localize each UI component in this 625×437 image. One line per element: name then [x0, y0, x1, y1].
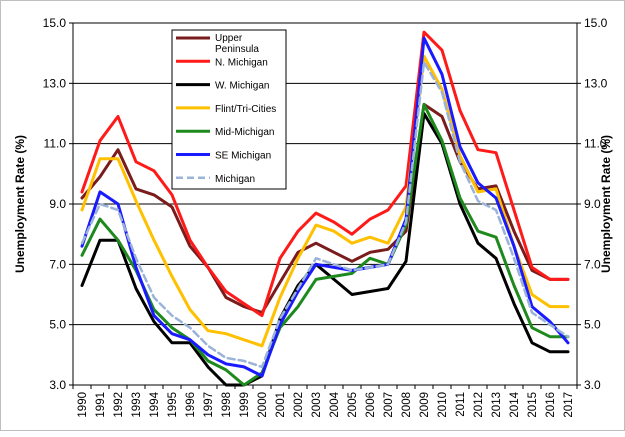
x-tick-label: 1998	[221, 392, 233, 418]
x-tick-label: 2000	[257, 392, 269, 418]
x-tick-label: 2003	[311, 392, 323, 418]
x-tick-label: 1990	[77, 392, 89, 418]
series-line	[80, 102, 570, 387]
legend-label: W. Michigan	[215, 81, 269, 92]
y2-tick-label: 15.0	[584, 16, 608, 30]
x-tick-label: 2012	[473, 392, 485, 418]
legend-label: Mid-Michigan	[215, 127, 274, 138]
series-line	[80, 112, 570, 387]
y2-tick-label: 5.0	[584, 318, 601, 332]
x-tick-label: 1992	[113, 392, 125, 418]
x-tick-label: 2002	[293, 392, 305, 418]
x-tick-label: 2006	[365, 392, 377, 418]
x-tick-label: 1994	[149, 391, 161, 417]
x-tick-label: 1993	[131, 392, 143, 418]
x-tick-label: 2016	[545, 392, 557, 418]
y-tick-label: 7.0	[49, 257, 66, 271]
x-tick-label: 2007	[383, 392, 395, 418]
y-tick-label: 11.0	[44, 137, 67, 151]
y-axis-title-right: Unemployment Rate (%)	[599, 135, 613, 273]
y2-tick-label: 7.0	[584, 257, 601, 271]
x-tick-label: 2009	[419, 392, 431, 418]
y2-tick-label: 13.0	[584, 76, 608, 90]
series-line	[80, 36, 570, 378]
x-tick-label: 2008	[401, 392, 413, 418]
x-tick-label: 2017	[563, 392, 575, 418]
y-axis-left: 3.0 5.0 7.0 9.0 11.0 13.0 15.0	[43, 16, 73, 392]
x-tick-label: 1997	[203, 392, 215, 418]
legend: Upper Peninsula N. Michigan W. Michigan Flin…	[171, 29, 287, 190]
series-lines	[80, 30, 570, 387]
y2-tick-label: 3.0	[584, 378, 601, 392]
y-tick-label: 5.0	[49, 318, 66, 332]
x-tick-label: 2013	[491, 392, 503, 418]
legend-label: Upper Peninsula	[215, 33, 259, 55]
x-tick-label: 1995	[167, 392, 179, 418]
y-axis-right: 3.0 5.0 7.0 9.0 11.0 13.0 15.0	[577, 16, 608, 392]
series-line	[80, 102, 570, 315]
x-tick-label: 2015	[527, 392, 539, 418]
x-tick-label: 1991	[95, 392, 107, 418]
y-axis-title-left: Unemployment Rate (%)	[13, 135, 27, 273]
x-tick-label: 2001	[275, 392, 287, 418]
legend-label: Flint/Tri-Cities	[215, 104, 276, 115]
x-tick-label: 2011	[455, 392, 467, 417]
legend-box	[171, 29, 287, 190]
y-tick-label: 13.0	[43, 76, 67, 90]
x-tick-label: 1996	[185, 392, 197, 418]
x-axis: 1990 1991 1992 1993 1994 1995 1996 1997 1998 1999…	[72, 385, 578, 418]
x-tick-label: 2004	[329, 391, 341, 417]
x-tick-label: 2014	[509, 391, 521, 417]
legend-label: SE Michigan	[215, 151, 271, 162]
x-tick-label: 1999	[239, 392, 251, 418]
legend-label: Michigan	[215, 174, 255, 185]
x-tick-label: 2010	[437, 392, 449, 418]
series-line	[80, 60, 570, 369]
y-tick-label: 3.0	[49, 378, 66, 392]
y2-tick-label: 9.0	[584, 197, 601, 211]
legend-label: N. Michigan	[215, 57, 268, 68]
series-line	[80, 30, 570, 318]
y-tick-label: 9.0	[49, 197, 66, 211]
y-tick-label: 15.0	[43, 16, 67, 30]
y2-tick-label: 11.0	[584, 137, 607, 151]
x-tick-label: 2005	[347, 392, 359, 418]
